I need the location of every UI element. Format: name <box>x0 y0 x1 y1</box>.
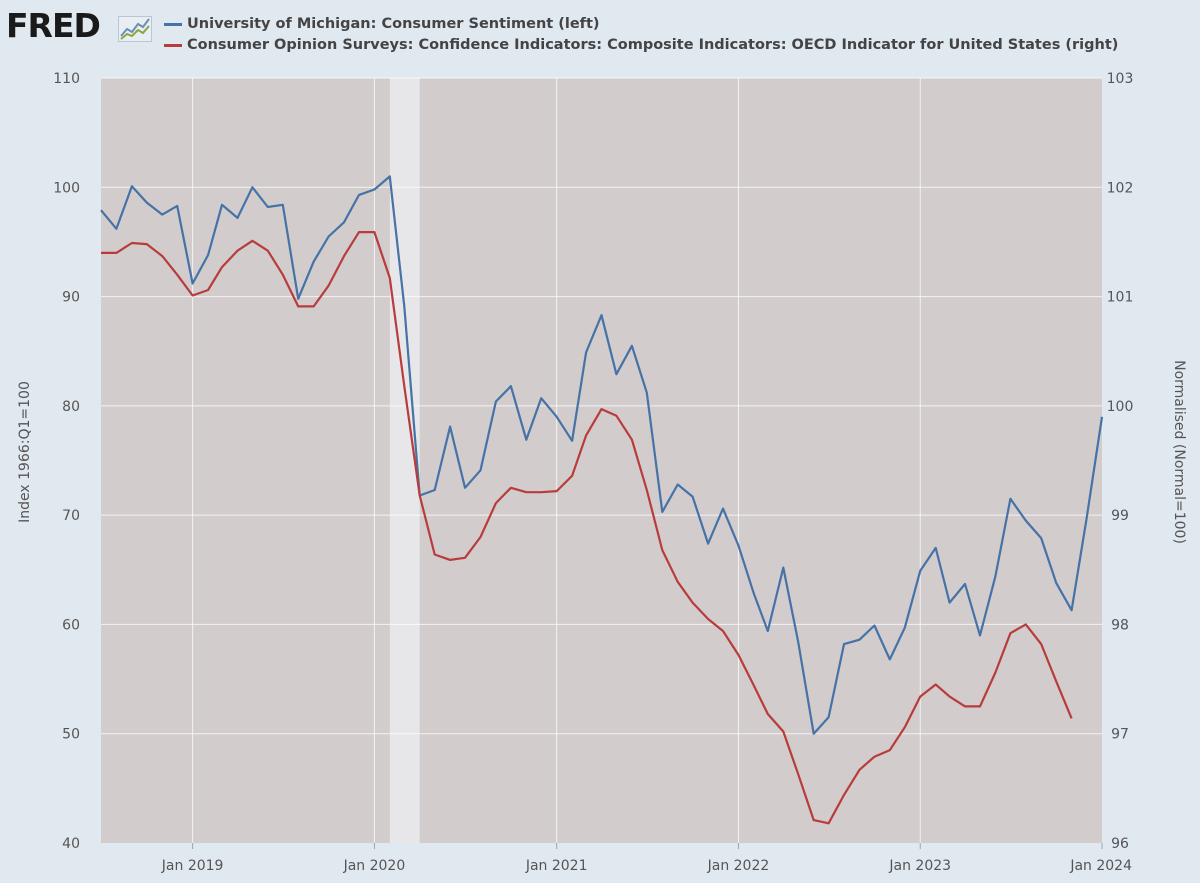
y-tick-label-right: 103 <box>1107 71 1134 87</box>
series-line-consumer-sentiment <box>100 175 1104 735</box>
y-tick-label-right: 102 <box>1107 180 1134 196</box>
y-tick-label-left: 50 <box>62 727 80 743</box>
y-tick-label-right: 99 <box>1111 508 1129 524</box>
y-tick-label-left: 70 <box>62 508 80 524</box>
y-tick-label-left: 100 <box>53 180 80 196</box>
y-tick-label-left: 60 <box>62 617 80 633</box>
y-tick-label-right: 96 <box>1111 836 1129 852</box>
x-tick-label: Jan 2021 <box>525 858 588 874</box>
x-tick-label: Jan 2020 <box>343 858 406 874</box>
y-tick-label-right: 100 <box>1107 399 1134 415</box>
y-tick-label-left: 110 <box>53 71 80 87</box>
y-tick-label-left: 80 <box>62 399 80 415</box>
legend-swatch-blue <box>164 23 182 26</box>
x-tick-label: Jan 2019 <box>161 858 224 874</box>
legend-label: University of Michigan: Consumer Sentime… <box>187 16 600 32</box>
y-axis-title-left: Index 1966:Q1=100 <box>17 381 33 523</box>
header: FRED University of Michigan: Consumer Se… <box>0 0 1200 60</box>
y-tick-label-left: 90 <box>62 290 80 306</box>
series-line-oecd-indicator <box>101 231 1073 825</box>
y-tick-label-left: 40 <box>62 836 80 852</box>
y-tick-label-right: 97 <box>1111 727 1129 743</box>
x-tick-label: Jan 2023 <box>888 858 951 874</box>
x-tick-label: Jan 2022 <box>707 858 770 874</box>
y-tick-label-right: 101 <box>1107 290 1134 306</box>
legend-swatch-red <box>164 44 182 47</box>
x-tick-label: Jan 2024 <box>1069 858 1132 874</box>
logo-text: FRED <box>6 6 101 45</box>
plot-area <box>101 78 1102 843</box>
chart-graph-icon <box>118 16 152 42</box>
y-tick-label-right: 98 <box>1111 617 1129 633</box>
legend-label: Consumer Opinion Surveys: Confidence Ind… <box>187 37 1119 53</box>
y-axis-title-right: Normalised (Normal=100) <box>1171 360 1187 544</box>
